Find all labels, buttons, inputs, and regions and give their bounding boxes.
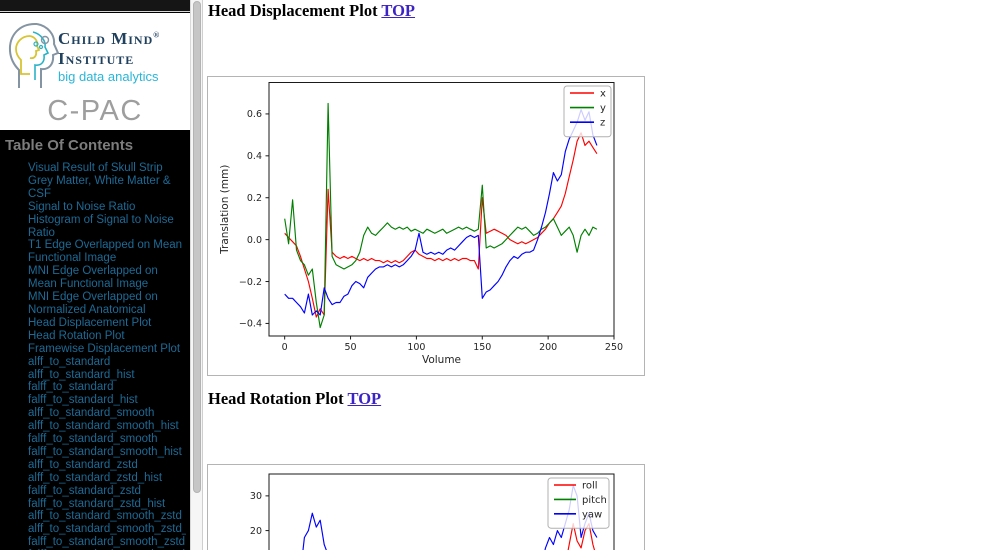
toc-list: Visual Result of Skull StripGrey Matter,… [0,162,186,550]
main-content: Head Displacement Plot TOP 0 50 100 150 200 2… [204,0,1000,550]
toc-link[interactable]: alff_to_standard_smooth_zstd_hist [28,523,186,536]
toc-list-item: Head Displacement Plot [28,317,186,330]
svg-text:roll: roll [582,481,598,492]
org-name-line1: Child Mind® [58,29,161,48]
toc-link[interactable]: MNI Edge Overlapped on Normalized Anatom… [28,291,158,316]
heading-text: Head Rotation Plot [208,389,344,408]
toc-list-item: Histogram of Signal to Noise Ratio [28,214,186,240]
toc-link[interactable]: T1 Edge Overlapped on Mean Functional Im… [28,239,183,265]
toc-link[interactable]: Framewise Displacement Plot [28,342,181,355]
toc-list-item: alff_to_standard_smooth_hist [28,420,186,433]
section-heading-head-displacement: Head Displacement Plot TOP [208,1,415,21]
svg-text:x: x [600,89,606,100]
toc-list-item: falff_to_standard_zstd_hist [28,498,186,511]
toc-link[interactable]: falff_to_standard_smooth [28,433,158,446]
svg-text:0: 0 [282,342,288,353]
toc-link[interactable]: falff_to_standard_zstd [28,484,141,497]
toc-link[interactable]: falff_to_standard_zstd_hist [28,497,166,510]
toc-link[interactable]: Signal to Noise Ratio [28,200,136,213]
heading-text: Head Displacement Plot [208,1,378,20]
sidebar: Child Mind® Institute big data analytics… [0,0,203,550]
toc-list-item: falff_to_standard_hist [28,394,186,407]
toc-list-item: falff_to_standard_smooth_zstd [28,536,186,549]
sidebar-scrollbar-thumb[interactable] [193,1,201,493]
sidebar-scrollbar[interactable] [190,0,203,550]
toc-list-item: alff_to_standard_zstd_hist [28,472,186,485]
toc-link[interactable]: alff_to_standard_smooth [28,407,155,420]
toc-list-item: MNI Edge Overlapped on Normalized Anatom… [28,291,186,317]
product-name: C-PAC [47,95,143,127]
toc-link[interactable]: alff_to_standard_zstd_hist [28,471,163,484]
toc-list-item: alff_to_standard [28,356,186,369]
head-displacement-chart: 0 50 100 150 200 250 0.6 0.4 0.2 0.0 −0.2 −0.4 Volum… [207,76,645,376]
toc-link[interactable]: falff_to_standard_smooth_hist [28,445,182,458]
toc-title: Table Of Contents [5,137,134,154]
toc-link[interactable]: alff_to_standard_smooth_zstd [28,510,182,523]
toc-link[interactable]: alff_to_standard_zstd [28,458,138,471]
org-name-line2: Institute [58,49,135,68]
toc-link[interactable]: Visual Result of Skull Strip [28,162,163,174]
svg-text:0.4: 0.4 [247,151,262,162]
toc-link[interactable]: falff_to_standard [28,381,114,394]
svg-text:50: 50 [344,342,356,353]
svg-text:Translation (mm): Translation (mm) [219,165,231,255]
logo-tagline: big data analytics [58,69,159,84]
head-displacement-plot-svg: 0 50 100 150 200 250 0.6 0.4 0.2 0.0 −0.2 −0.4 Volum… [219,82,623,366]
svg-text:200: 200 [539,342,557,353]
toc-link[interactable]: MNI Edge Overlapped on Mean Functional I… [28,265,158,291]
toc-list-item: Framewise Displacement Plot [28,343,186,356]
toc-list-item: T1 Edge Overlapped on Mean Functional Im… [28,239,186,265]
toc-list-item: falff_to_standard_smooth [28,433,186,446]
toc-list-item: alff_to_standard_hist [28,369,186,382]
registered-mark: ® [153,30,161,40]
toc-list-item: Signal to Noise Ratio [28,201,186,214]
toc-link[interactable]: alff_to_standard [28,355,111,368]
svg-text:pitch: pitch [582,495,607,506]
toc-list-item: alff_to_standard_zstd [28,459,186,472]
svg-text:20: 20 [250,526,262,537]
svg-text:0.0: 0.0 [247,235,262,246]
svg-text:150: 150 [473,342,491,353]
child-mind-logo: Child Mind® Institute big data analytics… [0,13,190,130]
child-mind-head-icon [8,22,59,88]
top-link[interactable]: TOP [381,1,416,20]
toc-link[interactable]: falff_to_standard_hist [28,394,138,407]
head-rotation-chart: 0501001502002503020Volumerollpitchyaw [207,464,645,550]
top-link[interactable]: TOP [347,389,382,408]
toc-link[interactable]: alff_to_standard_smooth_hist [28,420,179,433]
svg-text:yaw: yaw [582,509,602,520]
toc-list-item: alff_to_standard_smooth_zstd [28,510,186,523]
svg-text:y: y [600,103,606,114]
toc-list-item: MNI Edge Overlapped on Mean Functional I… [28,265,186,291]
toc-link[interactable]: Grey Matter, White Matter & CSF [28,174,171,200]
head-rotation-plot-svg: 0501001502002503020Volumerollpitchyaw [250,473,615,550]
toc-list-item: falff_to_standard [28,381,186,394]
svg-text:0.6: 0.6 [247,109,262,120]
toc-link[interactable]: alff_to_standard_hist [28,368,135,381]
toc-link[interactable]: Histogram of Signal to Noise Ratio [28,213,174,239]
section-heading-head-rotation: Head Rotation Plot TOP [208,389,381,409]
toc-list-item: falff_to_standard_smooth_hist [28,446,186,459]
toc-list-item: alff_to_standard_smooth [28,407,186,420]
toc-link[interactable]: falff_to_standard_smooth_zstd [28,536,186,549]
svg-text:−0.2: −0.2 [239,277,262,288]
svg-text:100: 100 [407,342,425,353]
toc-link[interactable]: Head Rotation Plot [28,329,125,342]
svg-text:Volume: Volume [422,354,461,366]
toc-list-item: Head Rotation Plot [28,330,186,343]
svg-text:z: z [600,118,605,129]
toc-list-item: Grey Matter, White Matter & CSF [28,175,186,201]
svg-text:−0.4: −0.4 [239,319,262,330]
toc-list-item: falff_to_standard_zstd [28,485,186,498]
svg-text:30: 30 [250,491,262,502]
svg-text:0.2: 0.2 [247,193,262,204]
toc-list-item: Visual Result of Skull Strip [28,162,186,175]
sidebar-top-strip [0,0,190,12]
svg-text:250: 250 [605,342,623,353]
toc-link[interactable]: Head Displacement Plot [28,316,152,329]
toc-list-item: alff_to_standard_smooth_zstd_hist [28,523,186,536]
